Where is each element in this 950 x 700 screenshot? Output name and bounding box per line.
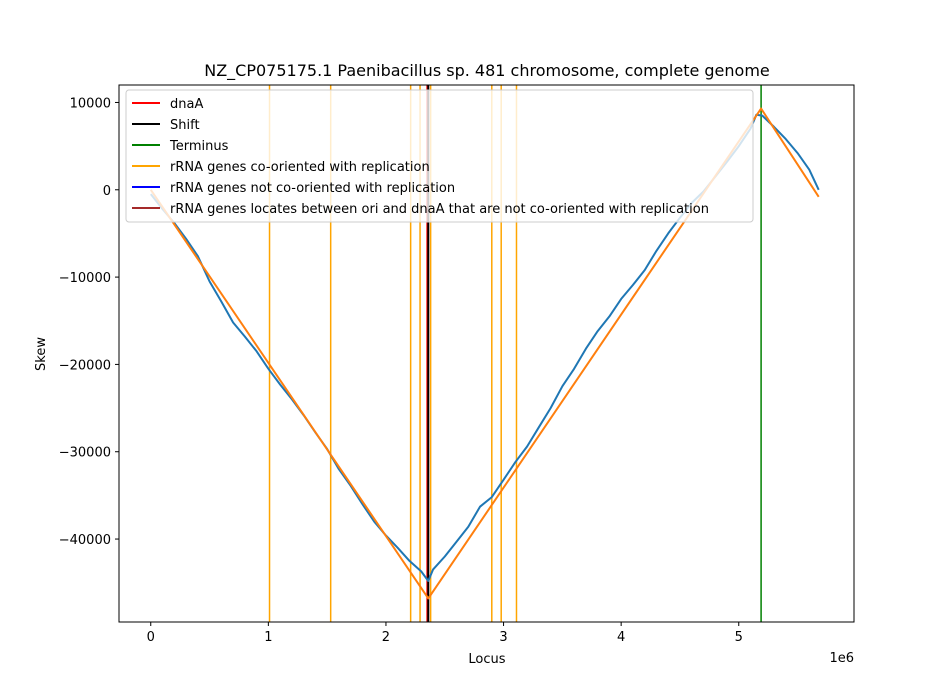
legend-label: rRNA genes co-oriented with replication (170, 160, 430, 175)
y-tick-label: −10000 (59, 271, 111, 286)
axes-frame (118, 84, 855, 623)
legend-label: dnaA (170, 97, 203, 112)
x-tick-label: 5 (735, 630, 743, 645)
legend-label: Shift (170, 118, 200, 133)
y-axis-label: Skew (34, 337, 49, 371)
x-axis-offset-label: 1e6 (829, 651, 854, 666)
y-tick-label: 10000 (70, 96, 111, 111)
y-tick-label: −40000 (59, 533, 111, 548)
chart-title: NZ_CP075175.1 Paenibacillus sp. 481 chro… (204, 61, 770, 81)
x-tick-label: 1 (264, 630, 272, 645)
legend: dnaA Shift Terminus rRNA genes co-oriented … (125, 89, 754, 223)
legend-box (125, 89, 754, 223)
x-tick-label: 3 (499, 630, 507, 645)
x-tick-label: 4 (617, 630, 625, 645)
legend-label: Terminus (169, 139, 229, 154)
x-tick-label: 2 (382, 630, 390, 645)
y-tick-label: 0 (103, 184, 111, 199)
x-tick-label: 0 (147, 630, 155, 645)
y-tick-label: −20000 (59, 358, 111, 373)
legend-label: rRNA genes locates between ori and dnaA … (170, 202, 709, 217)
series-line-1 (149, 107, 820, 600)
y-tick-label: −30000 (59, 446, 111, 461)
legend-label: rRNA genes not co-oriented with replicat… (170, 181, 455, 196)
x-axis-label: Locus (468, 652, 505, 667)
